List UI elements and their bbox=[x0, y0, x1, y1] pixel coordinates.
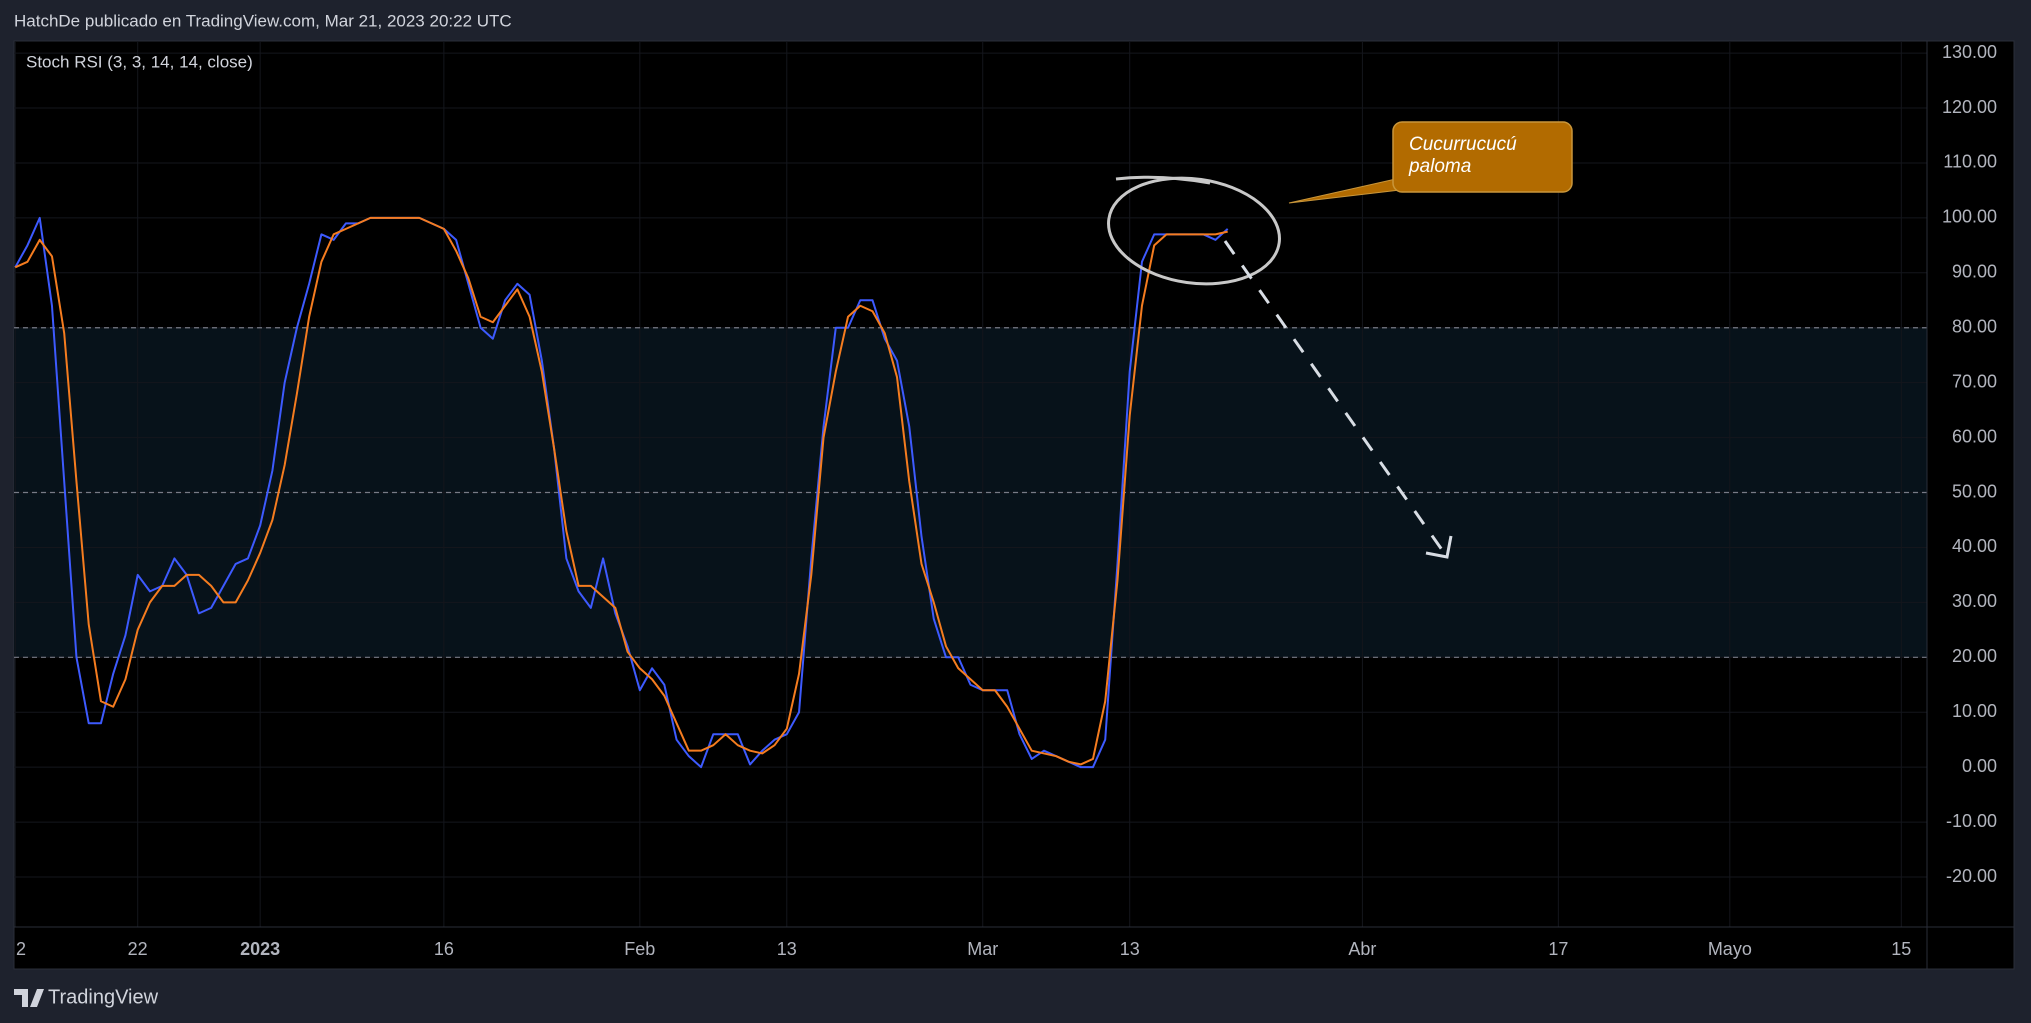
y-tick-label: 50.00 bbox=[1952, 481, 1997, 501]
x-tick-label: 16 bbox=[434, 939, 454, 959]
x-tick-label: 13 bbox=[1120, 939, 1140, 959]
ellipse-drawing bbox=[1107, 176, 1281, 286]
footer-brand: TradingView bbox=[48, 986, 159, 1008]
y-tick-label: 40.00 bbox=[1952, 536, 1997, 556]
x-tick-label: 13 bbox=[777, 939, 797, 959]
y-tick-label: 20.00 bbox=[1952, 646, 1997, 666]
y-tick-label: 130.00 bbox=[1942, 42, 1997, 62]
x-tick-label: 15 bbox=[1891, 939, 1911, 959]
callout-text: paloma bbox=[1408, 156, 1471, 177]
indicator-legend: Stoch RSI (3, 3, 14, 14, close) bbox=[26, 52, 253, 71]
y-tick-label: -10.00 bbox=[1946, 811, 1997, 831]
y-tick-label: 60.00 bbox=[1952, 426, 1997, 446]
y-tick-label: 80.00 bbox=[1952, 316, 1997, 336]
callout-box bbox=[1392, 121, 1573, 193]
y-tick-label: 70.00 bbox=[1952, 371, 1997, 391]
y-tick-label: 90.00 bbox=[1952, 262, 1997, 282]
x-tick-label: Feb bbox=[624, 939, 655, 959]
arrow-head bbox=[1425, 535, 1453, 559]
logo-icon bbox=[14, 989, 44, 1007]
y-tick-label: 30.00 bbox=[1952, 591, 1997, 611]
plot bbox=[14, 41, 1927, 927]
y-tick-label: 120.00 bbox=[1942, 97, 1997, 117]
x-tick-label: Mayo bbox=[1708, 939, 1752, 959]
y-tick-label: 110.00 bbox=[1943, 152, 1997, 172]
x-tick-label: Abr bbox=[1348, 939, 1376, 959]
x-tick-label: 22 bbox=[128, 939, 148, 959]
stroke-drawing bbox=[1115, 175, 1211, 185]
x-tick-label: Mar bbox=[967, 939, 998, 959]
y-tick-label: 100.00 bbox=[1942, 207, 1997, 227]
x-tick-label: 17 bbox=[1548, 939, 1568, 959]
x-tick-label: 2023 bbox=[240, 939, 280, 959]
y-tick-label: 0.00 bbox=[1962, 756, 1997, 776]
callout-text: Cucurrucucú bbox=[1409, 134, 1517, 155]
arrow-drawing bbox=[1223, 240, 1449, 558]
y-tick-label: -20.00 bbox=[1946, 866, 1997, 886]
y-tick-label: 10.00 bbox=[1952, 701, 1997, 721]
series-line bbox=[14, 216, 1228, 766]
x-tick-label: 2 bbox=[16, 939, 26, 959]
header: HatchDe publicado en TradingView.com, Ma… bbox=[14, 11, 512, 30]
